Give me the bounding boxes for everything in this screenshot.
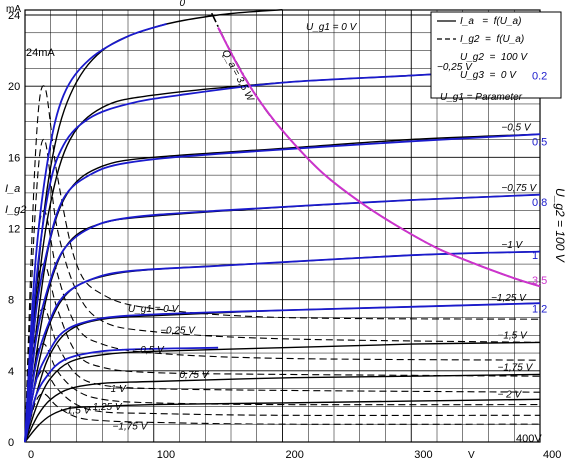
right-blue-label: 0.2 [532, 70, 547, 82]
legend-entry-ug3: U_g3 = 0 V [460, 70, 517, 81]
y-tick-label: 4 [8, 366, 14, 378]
screen-curve-label: −1,25 V [87, 402, 123, 413]
inner-curve-label: U_g1 = 0 V [128, 304, 180, 315]
x-tick-label: 300 [414, 449, 432, 461]
screen-curve-label: −1,75 V [113, 422, 149, 433]
anode-current-curve-0 [24, 9, 283, 443]
screen-curve-label: −1 V [105, 384, 127, 395]
anode-curve-label: −0,5 V [501, 122, 532, 133]
blue-overlay-curve-6 [24, 346, 219, 443]
y-tick-label: 24 [8, 10, 20, 22]
anode-curve-label: −0,25 V [437, 62, 473, 73]
marker-24ma: 24mA [26, 47, 55, 59]
x-tick-label: 200 [286, 449, 304, 461]
right-blue-label: 0.8 [532, 197, 547, 209]
marker-400v: 400V [516, 433, 542, 445]
screen-curve-label: −0,25 V [160, 325, 196, 336]
y-tick-label: 12 [8, 224, 20, 236]
right-blue-label: 1.2 [532, 304, 547, 316]
right-side-label: U_g2 = 100 V [553, 188, 567, 263]
x-tick-label: 100 [157, 449, 175, 461]
blue-overlay-curve-2 [24, 133, 541, 443]
blue-overlay-curve-4 [24, 250, 541, 443]
x-unit-label: V [468, 450, 475, 461]
screen-current-curve-7 [24, 393, 541, 443]
anode-curve-label: − 2 V [498, 389, 523, 400]
x-tick-label: 400 [543, 449, 561, 461]
anode-current-curve-7 [24, 373, 541, 443]
x-tick-label: 0 [28, 449, 34, 461]
screen-current-curve-1 [24, 138, 541, 443]
legend-entry-ug1-parameter: U_g1 = Parameter [440, 92, 523, 103]
power-curve-magenta [217, 27, 541, 288]
screen-curve-label: 0,75 V [180, 370, 210, 381]
anode-curve-label: −1,25 V [491, 293, 527, 304]
y-tick-label: 0 [8, 437, 14, 449]
legend-entry-ig2: I_g2 = f(U_a) [460, 34, 524, 45]
anode-curve-label: −1,5 V [498, 331, 529, 342]
legend-entry-ug2: U_g2 = 100 V [460, 52, 528, 63]
anode-curve-label: 0 [180, 0, 186, 9]
screen-current-curve-5 [24, 343, 541, 443]
legend: I_a = f(U_a) I_g2 = f(U_a) U_g2 = 100 V … [430, 11, 562, 99]
screen-curve-label: −1,5 V [61, 406, 92, 417]
right-blue-label: 1 [532, 250, 538, 262]
anode-curve-label: −0,75 V [501, 183, 537, 194]
right-blue-label: 0.5 [532, 136, 547, 148]
y-tick-label: 20 [8, 81, 20, 93]
blue-overlay-curve-5 [24, 302, 541, 443]
y-axis-label-ia: I_a [5, 183, 20, 195]
legend-entry-ia: I_a = f(U_a) [460, 16, 521, 27]
anode-curve-label: −1,75 V [498, 363, 534, 374]
screen-current-curve-0 [24, 85, 541, 443]
top-curve-label: U_g1 = 0 V [306, 22, 358, 33]
y-unit-label: mA [6, 4, 21, 15]
blue-overlay-curve-0 [24, 23, 167, 443]
y-axis-label-ig2: I_g2 [5, 204, 26, 216]
blue-overlay-curve-1 [24, 67, 541, 443]
anode-current-curve-6 [24, 341, 541, 443]
y-tick-label: 8 [8, 295, 14, 307]
screen-curve-label: −0,5 V [134, 345, 165, 356]
blue-overlay-curve-3 [24, 193, 541, 443]
anode-current-curve-2 [24, 133, 541, 443]
curves [24, 9, 541, 443]
legend-box [430, 11, 562, 99]
right-magenta-label: 3.5 [532, 275, 547, 287]
screen-current-curve-6 [24, 370, 541, 443]
anode-curve-label: −1 V [501, 240, 523, 251]
anode-current-curve-8 [24, 398, 541, 443]
y-tick-label: 16 [8, 152, 20, 164]
